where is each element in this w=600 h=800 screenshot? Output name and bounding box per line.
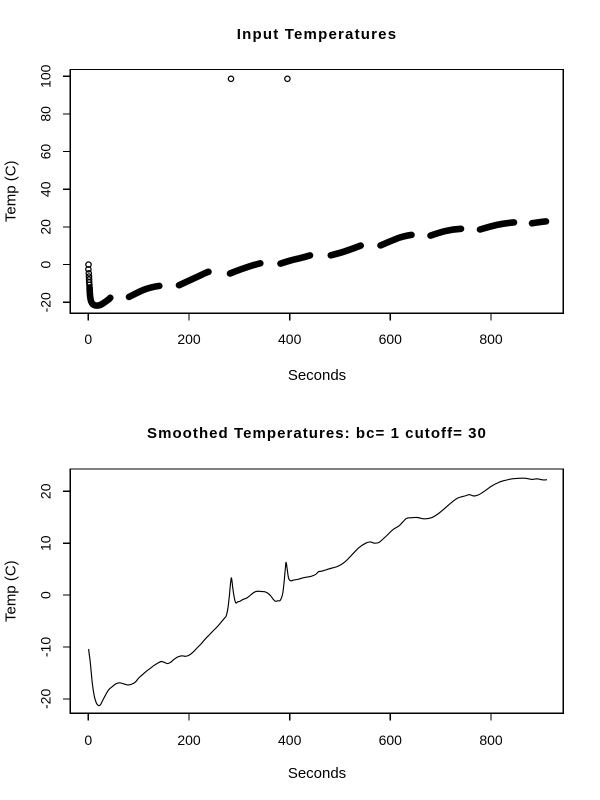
- svg-text:200: 200: [177, 331, 201, 347]
- svg-text:Smoothed Temperatures: bc= 1 c: Smoothed Temperatures: bc= 1 cutoff= 30: [147, 425, 487, 442]
- svg-text:Seconds: Seconds: [288, 367, 346, 384]
- svg-text:20: 20: [37, 219, 53, 235]
- svg-text:800: 800: [479, 331, 503, 347]
- svg-text:40: 40: [37, 181, 53, 197]
- svg-text:0: 0: [37, 591, 53, 599]
- svg-text:600: 600: [379, 331, 403, 347]
- svg-text:0: 0: [37, 260, 53, 268]
- svg-text:Seconds: Seconds: [288, 765, 346, 782]
- svg-text:200: 200: [177, 732, 201, 748]
- svg-text:80: 80: [37, 106, 53, 122]
- svg-text:10: 10: [37, 535, 53, 551]
- svg-text:400: 400: [278, 732, 302, 748]
- svg-text:20: 20: [37, 483, 53, 499]
- svg-text:0: 0: [84, 732, 92, 748]
- svg-text:100: 100: [37, 64, 53, 88]
- svg-text:60: 60: [37, 144, 53, 160]
- svg-text:Temp (C): Temp (C): [3, 560, 20, 622]
- svg-text:0: 0: [84, 331, 92, 347]
- svg-text:800: 800: [479, 732, 503, 748]
- svg-text:600: 600: [379, 732, 403, 748]
- svg-text:-20: -20: [37, 292, 53, 312]
- svg-text:-20: -20: [37, 689, 53, 709]
- svg-text:400: 400: [278, 331, 302, 347]
- svg-text:Input Temperatures: Input Temperatures: [237, 26, 398, 43]
- svg-text:-10: -10: [37, 637, 53, 657]
- svg-text:Temp (C): Temp (C): [3, 160, 20, 222]
